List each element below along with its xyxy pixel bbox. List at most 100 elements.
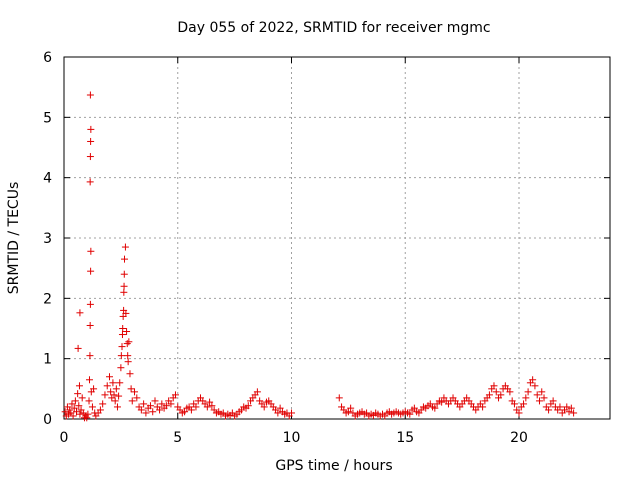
data-point [510,400,518,408]
data-point [570,409,578,417]
data-point [142,409,150,417]
data-point [149,408,157,416]
y-tick-label: 3 [43,231,52,247]
data-point [540,394,548,402]
data-point [74,344,82,352]
data-point [208,402,216,410]
data-point [344,408,352,416]
data-point [137,406,145,414]
chart-title: Day 055 of 2022, SRMTID for receiver mgm… [177,20,490,36]
data-point [162,402,170,410]
data-point [118,331,126,339]
data-point [515,409,523,417]
data-point [131,388,139,396]
data-point [76,309,84,317]
data-point [520,400,528,408]
data-point [115,392,123,400]
data-point [118,343,126,351]
data-point [124,352,132,360]
data-point [167,400,175,408]
data-point [74,390,82,398]
x-tick-label: 20 [510,430,528,446]
data-point [506,388,514,396]
data-point [535,397,543,405]
data-point [127,385,135,393]
data-point [122,309,130,317]
data-point [86,321,94,329]
data-point [146,402,154,410]
data-point [86,153,94,161]
data-point [567,404,575,412]
data-point [96,406,104,414]
y-tick-label: 5 [43,110,52,126]
data-point [76,410,84,418]
data-point [112,385,120,393]
data-point [187,406,195,414]
data-point [549,397,557,405]
data-point [151,397,159,405]
data-point [158,400,166,408]
data-point [192,403,200,411]
x-tick-label: 5 [173,430,182,446]
data-point [497,391,505,399]
x-axis-label: GPS time / hours [275,458,392,474]
data-point [133,394,141,402]
data-point [479,403,487,411]
data-point [125,338,133,346]
data-point [120,282,128,290]
data-point [276,404,284,412]
data-point [206,398,214,406]
data-point [181,408,189,416]
data-point [70,404,78,412]
data-point [109,379,117,387]
data-point [87,247,95,255]
data-point [119,325,127,332]
data-point [121,243,129,251]
data-point [87,267,95,275]
data-point [110,391,118,399]
data-point [86,300,94,308]
data-point [288,409,295,417]
data-point [431,404,439,412]
data-point [68,400,76,408]
data-point [106,373,113,381]
data-point [531,382,539,390]
x-tick-label: 10 [283,430,301,446]
data-point [84,410,92,418]
data-point [124,358,132,366]
data-point [556,403,564,411]
data-point [111,397,119,405]
data-point [171,391,179,399]
data-point [83,414,91,422]
data-point [545,406,553,414]
data-point [85,397,93,405]
y-axis-label: SRMTID / TECUs [6,182,22,295]
data-point [66,406,74,414]
data-point [533,391,541,399]
y-tick-label: 6 [43,50,52,66]
data-point [438,398,446,406]
data-point [120,270,128,278]
data-point [90,385,98,393]
data-point [406,410,414,418]
data-point [490,382,498,390]
data-point [121,255,129,263]
data-point [156,406,164,414]
chart-grid [64,57,610,419]
data-point [563,403,571,411]
data-point [116,379,124,387]
data-point [203,403,211,411]
x-tick-label: 15 [396,430,414,446]
data-point [69,412,77,420]
x-tick-label: 0 [60,430,69,446]
data-point [529,376,537,384]
data-point [88,403,96,411]
data-point [244,402,252,410]
data-point [120,288,128,296]
data-point [492,388,500,396]
y-tick-label: 1 [43,352,52,368]
data-point [128,397,136,405]
data-point [524,388,532,396]
data-point [253,388,261,396]
